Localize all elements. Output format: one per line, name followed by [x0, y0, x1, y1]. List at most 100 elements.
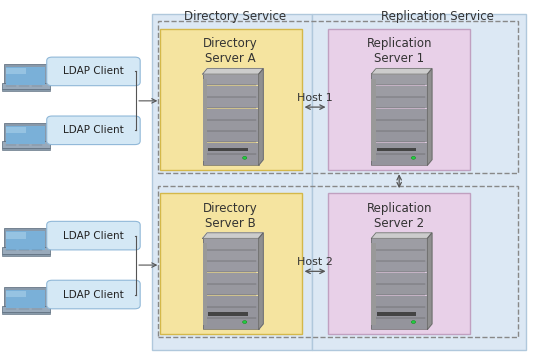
Bar [312, 14, 526, 350]
Bar [4, 228, 48, 251]
Circle shape [411, 321, 415, 323]
Text: LDAP Client: LDAP Client [63, 125, 124, 135]
Polygon shape [259, 69, 263, 165]
Bar [372, 79, 376, 161]
Bar [6, 67, 26, 74]
Bar [328, 29, 470, 170]
Bar [203, 261, 258, 272]
Bar [372, 296, 427, 307]
Bar [203, 120, 258, 131]
Bar [203, 250, 258, 261]
Bar [2, 312, 50, 315]
Bar [2, 89, 50, 91]
Polygon shape [372, 69, 432, 74]
Bar [328, 193, 470, 334]
Bar [208, 148, 248, 151]
Text: LDAP Client: LDAP Client [63, 66, 124, 76]
Bar [6, 126, 26, 133]
Circle shape [242, 156, 247, 159]
Bar [2, 82, 50, 89]
Bar [372, 143, 427, 154]
Text: Host 2: Host 2 [297, 257, 333, 267]
Bar [158, 21, 518, 173]
Bar [2, 306, 50, 312]
Bar [203, 284, 258, 295]
Bar [372, 250, 427, 261]
Bar [372, 154, 427, 165]
Bar [203, 154, 258, 165]
Bar [203, 296, 258, 307]
Text: Host 1: Host 1 [297, 93, 333, 103]
Bar [6, 232, 26, 238]
Bar [372, 109, 427, 120]
Bar [2, 141, 50, 148]
Bar [203, 238, 258, 329]
Bar [6, 290, 45, 308]
Bar [372, 238, 427, 329]
Bar [2, 247, 50, 253]
Bar [203, 273, 258, 284]
Bar [372, 318, 427, 329]
Bar [208, 312, 248, 316]
Bar [372, 74, 427, 165]
Text: Directory Service: Directory Service [184, 10, 286, 22]
Bar [4, 123, 48, 146]
Bar [372, 273, 427, 284]
Bar [372, 307, 427, 318]
Bar [4, 287, 48, 310]
Text: LDAP Client: LDAP Client [63, 290, 124, 300]
Polygon shape [259, 233, 263, 329]
FancyBboxPatch shape [47, 221, 140, 250]
Bar [372, 74, 427, 85]
Bar [158, 186, 518, 337]
Bar [6, 126, 45, 144]
Bar [160, 193, 302, 334]
Bar [6, 67, 45, 85]
Bar [203, 307, 258, 318]
Bar [377, 312, 417, 316]
Circle shape [242, 321, 247, 323]
Circle shape [411, 156, 415, 159]
Bar [2, 253, 50, 256]
Bar [4, 64, 48, 87]
Bar [372, 97, 427, 108]
Bar [203, 238, 258, 250]
Bar [203, 131, 258, 142]
Text: Directory
Server B: Directory Server B [203, 202, 258, 230]
Bar [372, 120, 427, 131]
Bar [372, 238, 427, 250]
Bar [203, 143, 258, 154]
Text: Directory
Server A: Directory Server A [203, 37, 258, 65]
Bar [160, 29, 302, 170]
Bar [203, 109, 258, 120]
Bar [203, 74, 258, 85]
FancyBboxPatch shape [47, 57, 140, 86]
Bar [203, 74, 258, 165]
Bar [203, 318, 258, 329]
Polygon shape [203, 233, 263, 238]
FancyBboxPatch shape [47, 116, 140, 145]
Bar [2, 148, 50, 150]
Text: Replication Service: Replication Service [381, 10, 494, 22]
Bar [152, 14, 312, 350]
Polygon shape [427, 69, 432, 165]
Bar [203, 243, 207, 325]
Polygon shape [203, 69, 263, 74]
Bar [203, 97, 258, 108]
Bar [203, 86, 258, 97]
Text: Replication
Server 1: Replication Server 1 [367, 37, 432, 65]
Bar [372, 284, 427, 295]
Bar [6, 231, 45, 250]
Bar [372, 86, 427, 97]
Bar [372, 243, 376, 325]
Text: Replication
Server 2: Replication Server 2 [367, 202, 432, 230]
Polygon shape [372, 233, 432, 238]
Polygon shape [427, 233, 432, 329]
Bar [6, 291, 26, 297]
Bar [372, 131, 427, 142]
Bar [372, 261, 427, 272]
Bar [377, 148, 417, 151]
FancyBboxPatch shape [47, 280, 140, 309]
Bar [203, 79, 207, 161]
Text: LDAP Client: LDAP Client [63, 231, 124, 241]
